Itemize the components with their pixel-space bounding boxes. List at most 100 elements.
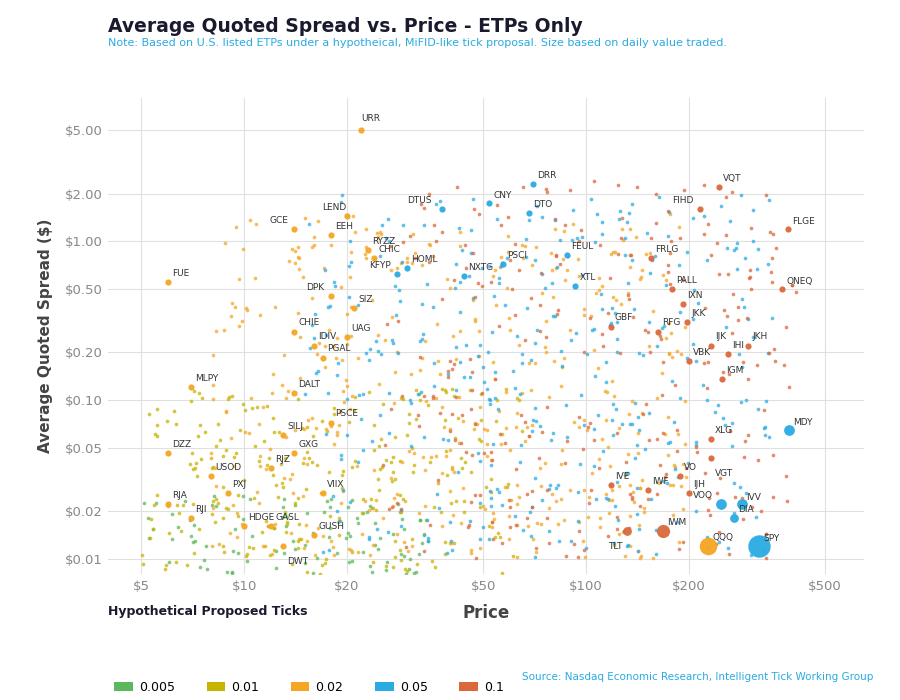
Point	[661, 230, 675, 241]
Point	[765, 252, 779, 263]
Point	[223, 433, 238, 444]
Point	[417, 220, 431, 231]
Point	[557, 514, 572, 526]
Point	[524, 531, 538, 542]
Point	[191, 430, 205, 442]
Point	[508, 421, 523, 433]
Point	[701, 356, 716, 368]
Point	[476, 447, 491, 458]
Point	[595, 433, 609, 444]
Point	[516, 181, 530, 193]
Point	[744, 284, 759, 295]
Point	[591, 363, 606, 374]
Point	[384, 502, 399, 513]
Point	[220, 503, 235, 514]
Point	[487, 290, 501, 302]
Point	[545, 489, 560, 500]
Point	[490, 214, 504, 225]
Point	[334, 196, 348, 207]
Point	[630, 545, 644, 557]
Text: HDGE: HDGE	[248, 513, 274, 522]
Text: SPY: SPY	[763, 534, 779, 543]
Point	[606, 398, 620, 409]
Point	[472, 497, 487, 508]
Point	[592, 272, 607, 284]
Point	[608, 246, 623, 258]
Point	[704, 452, 718, 463]
Point	[149, 490, 164, 501]
Point	[610, 333, 625, 344]
Point	[583, 310, 598, 321]
Point	[780, 496, 795, 507]
Point	[245, 402, 259, 414]
Point	[525, 502, 539, 513]
Point	[544, 434, 558, 445]
Point	[194, 454, 209, 465]
Point	[301, 566, 315, 578]
Point	[319, 424, 333, 435]
Point	[471, 350, 485, 361]
Point	[631, 412, 645, 423]
Point	[609, 511, 624, 522]
Point	[250, 486, 265, 498]
Point	[606, 292, 620, 303]
Point	[356, 508, 371, 519]
Point	[713, 472, 727, 483]
Point	[672, 259, 687, 270]
Point	[526, 178, 540, 190]
Point	[455, 244, 470, 256]
Point	[486, 357, 500, 368]
Point	[743, 549, 758, 560]
Point	[642, 326, 656, 337]
Point	[358, 347, 373, 358]
Point	[735, 356, 750, 368]
Point	[331, 517, 346, 528]
Point	[445, 364, 459, 375]
Text: IVE: IVE	[615, 472, 629, 481]
Point	[505, 283, 519, 294]
Point	[329, 332, 344, 344]
Point	[620, 287, 634, 298]
Point	[655, 428, 670, 439]
Point	[642, 408, 656, 419]
Point	[452, 391, 466, 402]
Point	[345, 494, 359, 505]
Point	[344, 301, 358, 312]
Point	[396, 236, 410, 247]
Point	[190, 470, 204, 481]
Point	[443, 444, 457, 456]
Point	[554, 458, 568, 470]
Point	[557, 220, 572, 231]
Point	[452, 438, 466, 449]
Point	[729, 242, 743, 253]
Text: VO: VO	[684, 463, 697, 473]
Point	[305, 319, 320, 330]
Point	[420, 514, 435, 526]
Point	[724, 426, 738, 437]
Point	[758, 429, 772, 440]
Point	[712, 268, 726, 279]
Point	[635, 349, 650, 360]
Point	[372, 441, 386, 452]
Point	[322, 531, 337, 542]
Point	[766, 228, 780, 239]
Point	[474, 387, 489, 398]
Point	[509, 393, 524, 404]
Point	[600, 307, 615, 318]
Point	[678, 395, 692, 406]
Point	[388, 473, 402, 484]
Point	[407, 459, 421, 470]
Point	[447, 274, 462, 286]
Point	[720, 242, 734, 253]
Point	[664, 235, 679, 246]
Point	[387, 432, 401, 443]
Point	[557, 274, 572, 286]
Point	[688, 436, 703, 447]
Point	[340, 393, 355, 405]
Point	[633, 482, 647, 493]
Point	[676, 536, 690, 547]
Point	[269, 480, 284, 491]
Point	[343, 403, 357, 414]
Point	[508, 309, 522, 320]
Point	[300, 536, 314, 547]
